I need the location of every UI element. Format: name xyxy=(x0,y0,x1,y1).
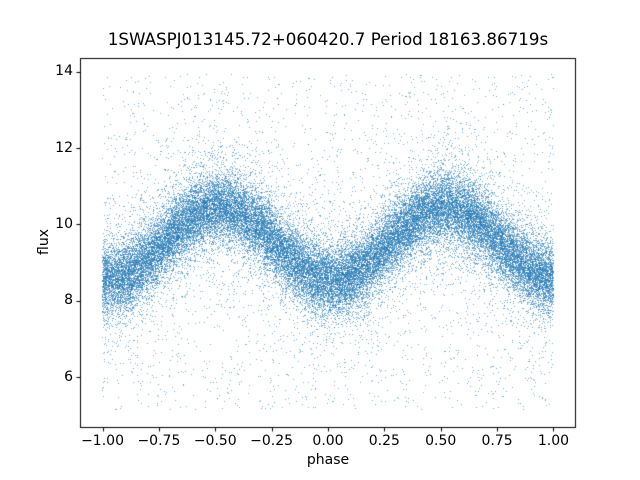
y-tick-label-12: 12 xyxy=(55,139,73,156)
y-tick-label-8: 8 xyxy=(64,292,73,309)
x-tick-label--0.5: −0.50 xyxy=(193,433,237,449)
x-axis-label: phase xyxy=(306,452,350,468)
chart-title: 1SWASPJ013145.72+060420.7 Period 18163.8… xyxy=(107,29,549,49)
x-tick-label--0.75: −0.75 xyxy=(137,433,181,449)
y-tick-label-10: 10 xyxy=(55,215,73,232)
y-tick-label-14: 14 xyxy=(55,63,73,80)
x-tick-label-1: 1.00 xyxy=(537,433,570,449)
x-tick-label-0.25: 0.25 xyxy=(368,433,400,449)
x-tick-label-0.5: 0.50 xyxy=(425,433,457,449)
x-tick-label-0: 0.00 xyxy=(312,433,344,449)
y-axis-label: flux xyxy=(36,229,52,255)
y-tick-label-6: 6 xyxy=(64,368,73,385)
x-tick-label--1: −1.00 xyxy=(81,433,124,449)
x-tick-label--0.25: −0.25 xyxy=(250,433,294,449)
x-tick-label-0.75: 0.75 xyxy=(481,433,513,449)
